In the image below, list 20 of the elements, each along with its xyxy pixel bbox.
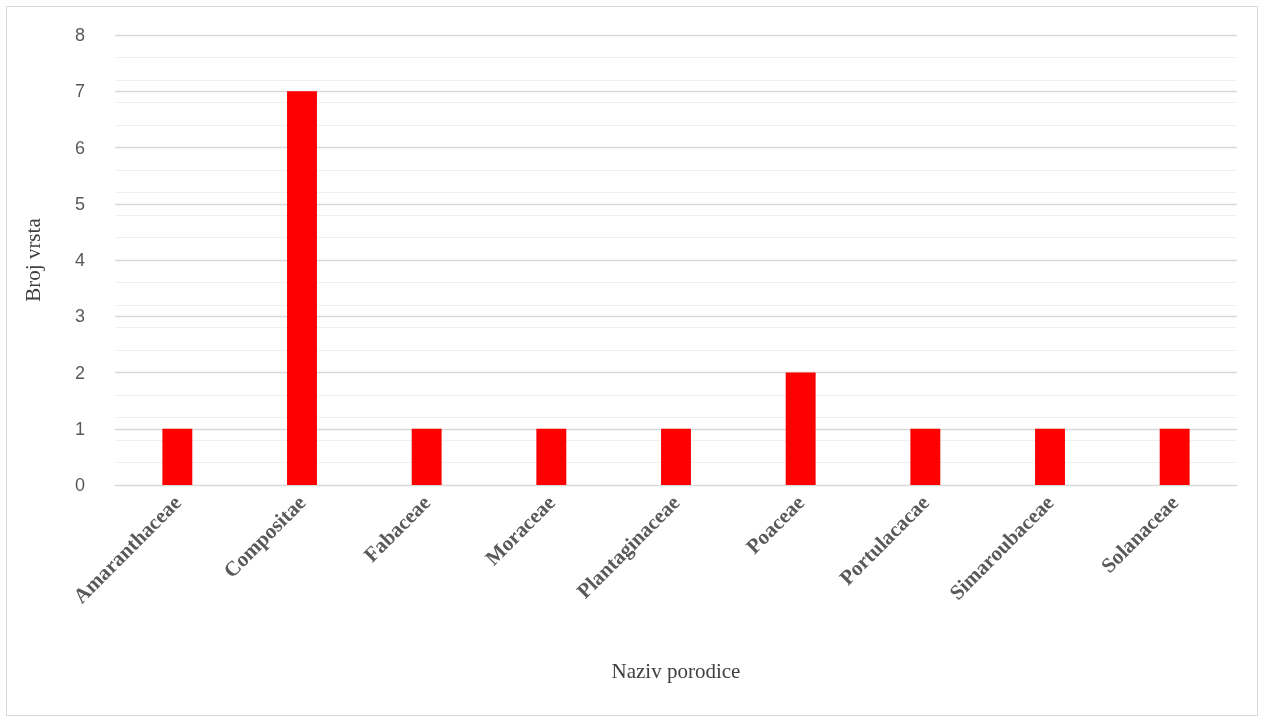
bar (1159, 428, 1190, 485)
y-axis-title: Broj vrsta (20, 217, 45, 302)
y-tick-label: 8 (74, 25, 85, 45)
y-tick-label: 3 (74, 306, 85, 327)
y-tick-label: 5 (74, 193, 85, 214)
y-tick-label: 7 (74, 81, 85, 102)
bar (536, 428, 567, 485)
bar (910, 428, 941, 485)
y-tick-label: 2 (74, 362, 85, 383)
y-tick-label: 6 (74, 137, 85, 158)
y-tick-label: 4 (74, 250, 85, 270)
bar (287, 91, 317, 485)
y-tick-label: 1 (74, 418, 85, 439)
bar (1035, 428, 1065, 485)
bar (785, 372, 816, 485)
bar (661, 428, 691, 485)
bar (411, 428, 442, 485)
bar (162, 428, 193, 485)
x-axis-title: Naziv porodice (611, 658, 741, 683)
y-tick-label: 0 (74, 475, 85, 495)
